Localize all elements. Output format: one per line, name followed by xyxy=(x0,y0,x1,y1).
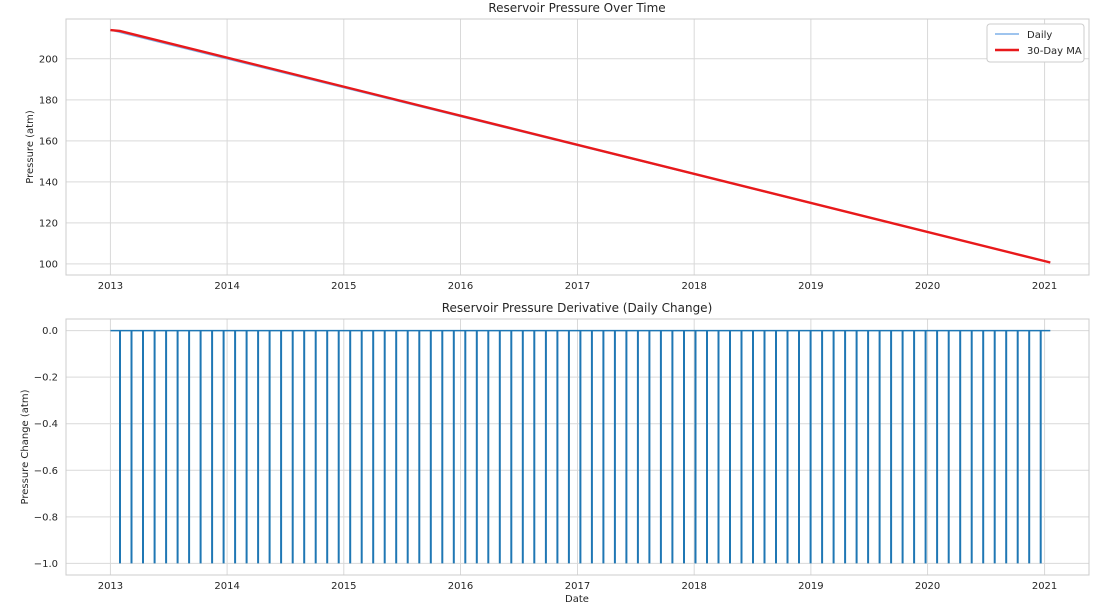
y-tick-label: 160 xyxy=(39,136,58,147)
legend-label-daily: Daily xyxy=(1027,30,1052,41)
pressure-chart: Reservoir Pressure Over Time 2013 2014 201… xyxy=(25,1,1090,292)
y-axis-label: Pressure (atm) xyxy=(25,110,36,184)
y-tick-label: 180 xyxy=(39,95,58,106)
x-tick-label: 2020 xyxy=(915,581,940,592)
x-tick-label: 2013 xyxy=(98,581,123,592)
y-tick-labels: 100 120 140 160 180 200 xyxy=(39,54,58,270)
x-tick-label: 2019 xyxy=(798,581,823,592)
x-tick-label: 2021 xyxy=(1032,281,1057,292)
y-tick-labels: −1.0 −0.8 −0.6 −0.4 −0.2 0.0 xyxy=(34,326,58,570)
plot-frame xyxy=(65,318,1090,576)
x-tick-label: 2017 xyxy=(565,581,590,592)
x-tick-label: 2016 xyxy=(448,581,473,592)
series-lines xyxy=(110,329,1051,564)
y-tick-label: −0.2 xyxy=(34,373,58,384)
plot-frame xyxy=(65,18,1090,276)
x-tick-label: 2018 xyxy=(681,281,706,292)
x-tick-label: 2014 xyxy=(214,581,239,592)
y-tick-label: 120 xyxy=(39,218,58,229)
y-tick-label: 100 xyxy=(39,259,58,270)
chart-title: Reservoir Pressure Over Time xyxy=(488,1,665,15)
x-tick-label: 2015 xyxy=(331,281,356,292)
y-axis-label: Pressure Change (atm) xyxy=(20,389,31,504)
x-tick-label: 2014 xyxy=(214,281,239,292)
y-tick-label: 0.0 xyxy=(42,326,58,337)
y-tick-label: −0.6 xyxy=(34,466,58,477)
y-tick-label: −0.4 xyxy=(34,419,58,430)
y-tick-label: 200 xyxy=(39,54,58,65)
x-tick-label: 2020 xyxy=(915,281,940,292)
y-tick-label: 140 xyxy=(39,177,58,188)
series-lines xyxy=(110,28,1051,264)
x-tick-labels: 2013 2014 2015 2016 2017 2018 2019 2020 2021 xyxy=(98,281,1058,292)
legend: Daily 30-Day MA xyxy=(986,23,1085,63)
series-30day-ma-line xyxy=(110,28,1051,264)
x-tick-label: 2017 xyxy=(565,281,590,292)
chart-title: Reservoir Pressure Derivative (Daily Cha… xyxy=(442,301,713,315)
derivative-chart: Reservoir Pressure Derivative (Daily Cha… xyxy=(20,301,1090,605)
x-axis-label: Date xyxy=(565,594,589,605)
y-tick-label: −0.8 xyxy=(34,512,58,523)
x-tick-label: 2016 xyxy=(448,281,473,292)
x-tick-label: 2013 xyxy=(98,281,123,292)
x-tick-label: 2019 xyxy=(798,281,823,292)
x-tick-label: 2015 xyxy=(331,581,356,592)
y-tick-label: −1.0 xyxy=(34,559,58,570)
x-tick-label: 2021 xyxy=(1032,581,1057,592)
legend-label-ma: 30-Day MA xyxy=(1027,46,1082,57)
x-tick-labels: 2013 2014 2015 2016 2017 2018 2019 2020 2021 xyxy=(98,581,1058,592)
x-tick-label: 2018 xyxy=(681,581,706,592)
